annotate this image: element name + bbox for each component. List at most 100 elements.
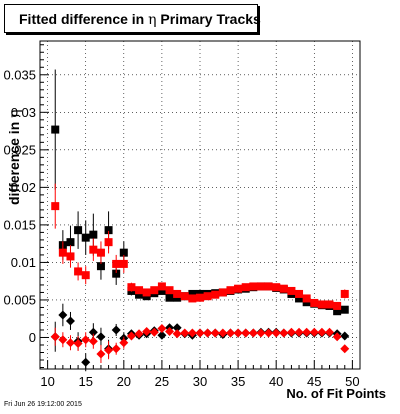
- data-point-diamond: [172, 323, 182, 333]
- y-tick-label: 0.005: [3, 292, 36, 307]
- data-point-diamond: [325, 327, 335, 337]
- data-point-square: [157, 282, 166, 291]
- data-point-square: [66, 238, 75, 247]
- data-point-diamond: [210, 328, 220, 338]
- data-point-square: [279, 284, 288, 293]
- data-point-diamond: [187, 328, 197, 338]
- data-point-square: [104, 238, 113, 247]
- data-point-square: [51, 202, 60, 211]
- y-tick-label: 0.015: [3, 217, 36, 232]
- data-point-diamond: [126, 331, 136, 341]
- data-point-square: [112, 269, 121, 278]
- x-tick-label: 20: [117, 374, 131, 389]
- data-point-diamond: [104, 345, 114, 355]
- data-point-diamond: [88, 336, 98, 346]
- data-point-square: [74, 226, 83, 235]
- data-point-diamond: [241, 328, 251, 338]
- x-tick-label: 15: [78, 374, 92, 389]
- data-point-square: [241, 283, 250, 292]
- data-point-diamond: [340, 344, 350, 354]
- data-series: [50, 69, 350, 372]
- data-point-square: [150, 286, 159, 295]
- data-point-diamond: [96, 332, 106, 342]
- data-point-square: [287, 286, 296, 295]
- data-point-square: [180, 292, 189, 301]
- data-point-square: [96, 262, 105, 271]
- data-point-square: [256, 282, 265, 291]
- data-point-square: [211, 290, 220, 299]
- data-point-square: [264, 282, 273, 291]
- data-point-diamond: [50, 332, 60, 342]
- x-tick-label: 25: [155, 374, 169, 389]
- data-point-square: [295, 289, 304, 298]
- data-point-diamond: [65, 338, 75, 348]
- data-point-diamond: [119, 338, 129, 348]
- x-tick-label: 50: [345, 374, 359, 389]
- data-point-square: [66, 252, 75, 261]
- y-tick-label: 0.025: [3, 142, 36, 157]
- data-point-square: [196, 293, 204, 302]
- data-point-diamond: [81, 335, 91, 345]
- y-axis-eta-symbol: η: [7, 109, 23, 118]
- data-point-square: [119, 259, 128, 268]
- y-axis-label: difference in η: [6, 109, 23, 205]
- data-point-diamond: [88, 327, 98, 337]
- data-point-square: [89, 245, 98, 254]
- data-point-diamond: [81, 357, 91, 367]
- data-point-diamond: [111, 344, 121, 354]
- data-point-diamond: [233, 328, 243, 338]
- data-point-diamond: [264, 328, 274, 338]
- data-point-square: [104, 226, 113, 235]
- data-point-diamond: [309, 327, 319, 337]
- data-point-square: [96, 248, 105, 257]
- data-point-diamond: [302, 327, 312, 337]
- data-point-square: [81, 271, 90, 280]
- y-tick-label: 0.01: [11, 255, 36, 270]
- data-point-diamond: [279, 328, 289, 338]
- data-point-diamond: [294, 327, 304, 337]
- data-point-square: [333, 301, 342, 310]
- data-point-diamond: [340, 331, 350, 341]
- series-0-square: [51, 69, 349, 316]
- data-point-square: [340, 289, 349, 298]
- data-point-diamond: [73, 338, 83, 348]
- data-point-square: [74, 267, 83, 276]
- data-point-diamond: [218, 328, 228, 338]
- data-point-square: [188, 289, 197, 298]
- data-point-square: [51, 125, 60, 134]
- data-point-diamond: [111, 325, 121, 335]
- data-point-diamond: [149, 327, 159, 337]
- data-point-square: [165, 293, 174, 302]
- x-axis-label: No. of Fit Points: [286, 386, 386, 401]
- data-point-diamond: [58, 310, 68, 320]
- data-point-diamond: [96, 349, 106, 359]
- data-point-square: [89, 230, 98, 239]
- data-point-diamond: [157, 330, 167, 340]
- data-point-square: [218, 288, 227, 297]
- data-point-square: [249, 282, 258, 291]
- data-point-diamond: [286, 327, 296, 337]
- x-tick-label: 30: [193, 374, 207, 389]
- data-point-square: [135, 290, 144, 299]
- data-point-diamond: [65, 316, 75, 326]
- data-point-diamond: [317, 327, 327, 337]
- series-3-diamond: [50, 323, 350, 363]
- y-tick-label: 0: [29, 330, 36, 345]
- title-box: Fitted difference in η Primary Tracks: [4, 4, 261, 33]
- data-point-square: [234, 284, 243, 293]
- data-point-diamond: [248, 328, 258, 338]
- data-point-square: [112, 259, 121, 268]
- data-point-square: [272, 283, 281, 292]
- data-point-square: [340, 305, 349, 314]
- y-tick-label: 0.035: [3, 67, 36, 82]
- y-tick-label: 0.03: [11, 105, 36, 120]
- data-point-diamond: [134, 329, 144, 339]
- data-point-square: [333, 307, 342, 316]
- data-point-square: [135, 286, 144, 295]
- data-point-square: [119, 248, 128, 257]
- title-eta-symbol: η: [148, 12, 157, 28]
- data-point-square: [58, 248, 67, 257]
- data-point-diamond: [172, 329, 182, 339]
- chart-title: Fitted difference in η Primary Tracks: [19, 11, 261, 28]
- x-tick-label: 45: [307, 374, 321, 389]
